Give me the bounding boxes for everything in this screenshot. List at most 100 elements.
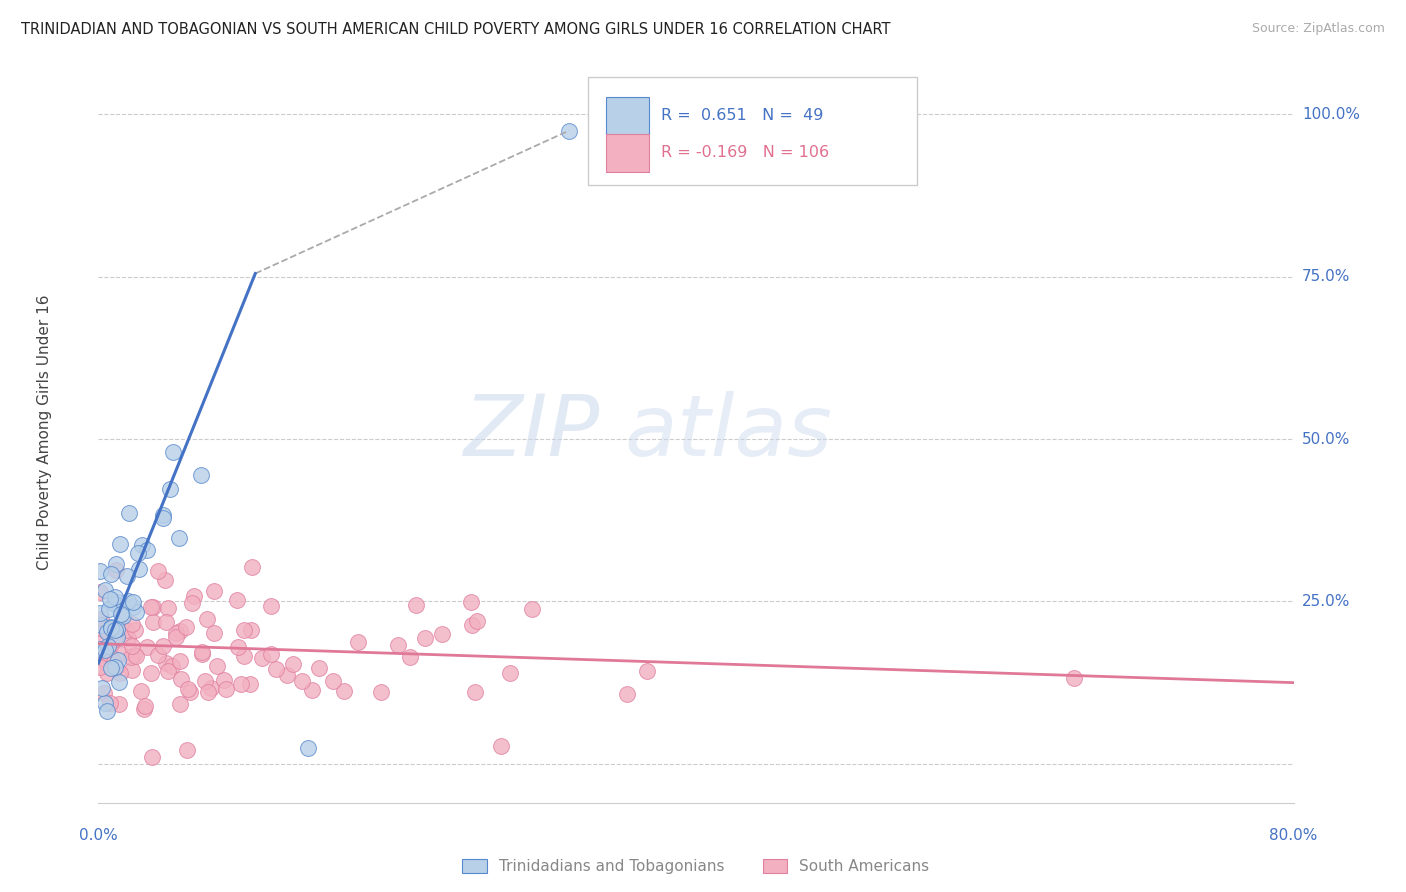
Point: [636, 665, 658, 679]
Point: [104, 632, 127, 646]
Point: [464, 684, 486, 698]
Point: [108, 665, 131, 680]
Point: [128, 562, 150, 576]
Point: [169, 698, 191, 712]
Point: [460, 595, 482, 609]
Point: [100, 620, 122, 634]
Point: [200, 681, 222, 695]
Point: [169, 654, 191, 668]
Point: [162, 445, 184, 459]
Point: [155, 615, 177, 629]
FancyBboxPatch shape: [606, 134, 650, 172]
Point: [108, 537, 131, 551]
Text: 25.0%: 25.0%: [1302, 594, 1350, 609]
Point: [98, 592, 121, 607]
Point: [104, 597, 127, 611]
Point: [489, 739, 512, 753]
Point: [89, 585, 111, 599]
Point: [465, 614, 488, 628]
Point: [141, 600, 163, 615]
Point: [157, 601, 180, 615]
Point: [96, 622, 118, 636]
Point: [520, 602, 543, 616]
Point: [387, 638, 409, 652]
Point: [90, 612, 112, 626]
Point: [121, 594, 143, 608]
Point: [291, 673, 314, 688]
Point: [134, 699, 156, 714]
Point: [97, 602, 120, 616]
Point: [259, 599, 281, 614]
Point: [159, 482, 181, 496]
Point: [260, 647, 283, 661]
Point: [297, 740, 319, 755]
Point: [96, 624, 118, 639]
FancyBboxPatch shape: [606, 96, 650, 136]
Point: [415, 631, 437, 645]
Point: [176, 743, 198, 757]
Point: [89, 606, 111, 620]
Point: [308, 661, 330, 675]
Point: [110, 607, 132, 621]
Point: [89, 641, 111, 656]
Point: [177, 682, 200, 697]
Text: TRINIDADIAN AND TOBAGONIAN VS SOUTH AMERICAN CHILD POVERTY AMONG GIRLS UNDER 16 : TRINIDADIAN AND TOBAGONIAN VS SOUTH AMER…: [21, 22, 890, 37]
Point: [461, 617, 484, 632]
Point: [141, 750, 163, 764]
Point: [499, 666, 522, 681]
Point: [152, 508, 174, 522]
Point: [333, 684, 356, 698]
Point: [124, 623, 146, 637]
Point: [215, 682, 238, 697]
Point: [239, 624, 262, 638]
Point: [399, 649, 422, 664]
Point: [180, 596, 202, 610]
Point: [405, 598, 427, 612]
FancyBboxPatch shape: [589, 78, 917, 185]
Point: [179, 684, 201, 698]
Point: [100, 637, 122, 651]
Point: [122, 648, 145, 662]
Point: [136, 543, 159, 558]
Point: [114, 623, 136, 637]
Point: [131, 538, 153, 552]
Point: [117, 631, 139, 645]
Point: [115, 568, 138, 582]
Point: [205, 658, 228, 673]
Point: [91, 635, 114, 649]
Point: [226, 640, 249, 654]
Point: [190, 645, 212, 659]
Point: [108, 674, 131, 689]
Point: [142, 615, 165, 630]
Point: [121, 639, 143, 653]
Point: [96, 665, 118, 680]
Point: [231, 677, 253, 691]
Point: [93, 686, 115, 700]
Point: [558, 123, 581, 137]
Point: [197, 685, 219, 699]
Point: [156, 664, 179, 678]
Point: [165, 626, 187, 640]
Point: [89, 564, 111, 578]
Point: [122, 599, 145, 614]
Point: [233, 648, 256, 663]
Point: [94, 642, 117, 657]
Point: [1063, 671, 1085, 685]
Point: [100, 661, 122, 675]
Point: [155, 656, 177, 670]
Point: [104, 591, 127, 605]
Point: [183, 589, 205, 603]
Point: [100, 621, 122, 635]
Point: [124, 649, 146, 664]
Point: [232, 623, 254, 637]
Text: 100.0%: 100.0%: [1302, 107, 1360, 122]
Point: [139, 665, 162, 680]
Point: [98, 697, 121, 711]
Point: [370, 685, 392, 699]
Point: [281, 657, 304, 671]
Point: [112, 609, 135, 624]
Point: [104, 557, 127, 571]
Point: [94, 696, 117, 710]
Point: [105, 631, 128, 645]
Point: [430, 627, 453, 641]
